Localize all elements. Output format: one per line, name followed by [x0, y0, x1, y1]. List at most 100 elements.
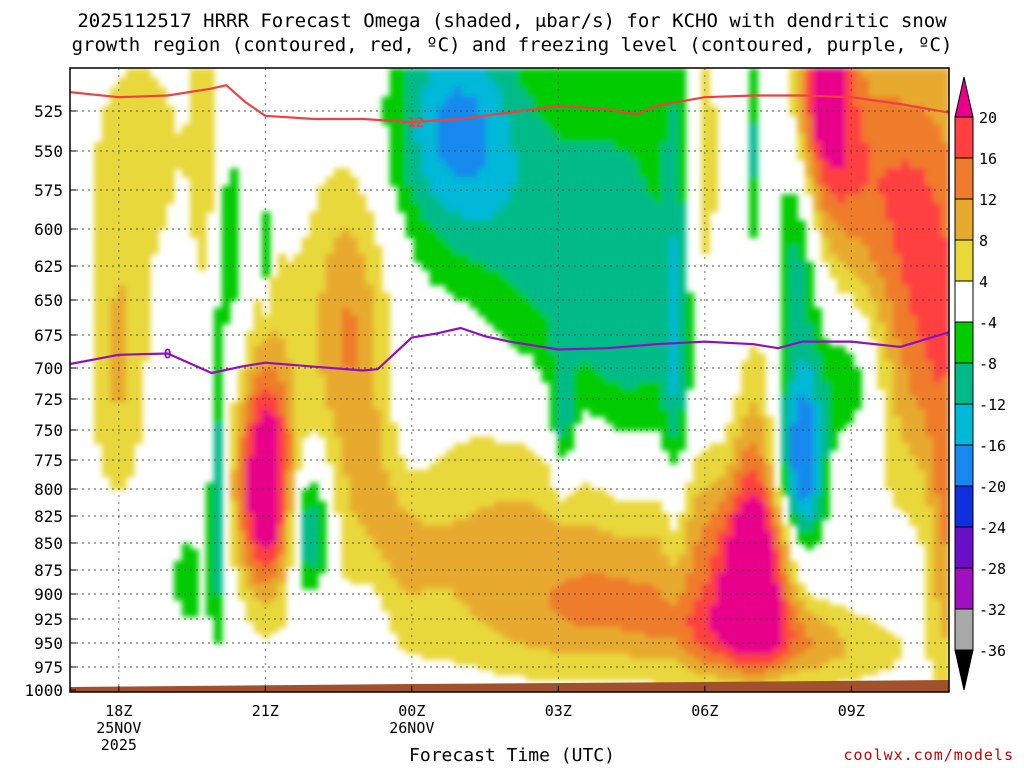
omega-cell	[781, 555, 790, 562]
omega-cell	[669, 621, 679, 628]
omega-cell	[94, 185, 103, 196]
omega-cell	[221, 269, 231, 279]
omega-cell	[445, 68, 455, 79]
omega-cell	[413, 177, 423, 187]
omega-cell	[645, 395, 655, 404]
omega-cell	[133, 307, 143, 317]
omega-cell	[429, 513, 439, 520]
omega-cell	[357, 436, 367, 445]
omega-cell	[501, 261, 511, 271]
omega-cell	[629, 237, 639, 247]
omega-cell	[557, 368, 567, 376]
omega-cell	[309, 368, 319, 376]
omega-cell	[525, 253, 535, 263]
omega-cell	[117, 456, 127, 465]
omega-cell	[517, 300, 527, 309]
omega-cell	[557, 194, 567, 204]
omega-cell	[797, 430, 806, 438]
omega-cell	[597, 307, 607, 317]
omega-cell	[445, 269, 455, 279]
omega-cell	[581, 543, 591, 550]
omega-cell	[341, 537, 351, 544]
omega-cell	[317, 300, 327, 309]
omega-cell	[629, 616, 639, 623]
omega-cell	[269, 443, 279, 451]
omega-cell	[221, 203, 231, 213]
omega-cell	[389, 572, 399, 579]
omega-cell	[669, 133, 679, 143]
omega-cell	[509, 203, 519, 213]
omega-cell	[629, 253, 639, 263]
omega-cell	[94, 300, 103, 309]
omega-cell	[133, 77, 143, 88]
omega-cell	[309, 409, 319, 417]
omega-cell	[341, 525, 351, 532]
omega-cell	[509, 555, 519, 562]
omega-cell	[573, 159, 583, 170]
omega-cell	[117, 96, 127, 108]
omega-cell	[581, 253, 591, 263]
omega-cell	[381, 495, 391, 502]
omega-cell	[509, 567, 519, 574]
omega-cell	[285, 525, 295, 532]
omega-cell	[309, 229, 319, 238]
omega-cell	[509, 525, 519, 532]
omega-cell	[557, 664, 567, 671]
omega-cell	[509, 300, 519, 309]
omega-cell	[102, 269, 111, 279]
omega-cell	[565, 194, 575, 204]
omega-cell	[237, 423, 247, 431]
omega-cell	[565, 531, 575, 538]
omega-cell	[389, 96, 399, 108]
omega-cell	[629, 245, 639, 255]
omega-cell	[461, 495, 471, 502]
omega-cell	[765, 495, 774, 502]
omega-cell	[477, 616, 487, 623]
omega-cell	[253, 543, 263, 550]
omega-cell	[669, 416, 679, 424]
omega-cell	[605, 220, 615, 230]
omega-cell	[261, 338, 271, 347]
omega-cell	[653, 402, 663, 411]
omega-cell	[629, 353, 639, 362]
omega-cell	[725, 599, 735, 606]
omega-cell	[413, 561, 423, 568]
omega-cell	[613, 653, 623, 660]
omega-cell	[317, 203, 327, 213]
omega-cell	[765, 501, 774, 508]
omega-cell	[285, 537, 295, 544]
omega-cell	[597, 368, 607, 376]
omega-cell	[461, 133, 471, 143]
omega-cell	[253, 599, 263, 606]
omega-cell	[749, 381, 758, 390]
omega-cell	[189, 77, 199, 88]
omega-cell	[581, 229, 591, 238]
omega-cell	[437, 87, 447, 98]
omega-cell	[661, 519, 671, 526]
omega-cell	[461, 555, 471, 562]
omega-cell	[485, 578, 495, 585]
omega-cell	[541, 124, 551, 134]
omega-cell	[349, 177, 359, 187]
omega-cell	[749, 674, 758, 681]
omega-cell	[501, 284, 511, 294]
omega-cell	[589, 368, 599, 376]
omega-cell	[549, 220, 559, 230]
omega-cell	[589, 572, 599, 579]
omega-cell	[669, 605, 679, 612]
omega-cell	[621, 605, 631, 612]
omega-cell	[661, 277, 671, 286]
omega-cell	[269, 537, 279, 544]
omega-cell	[589, 292, 599, 301]
omega-cell	[525, 659, 535, 666]
omega-cell	[581, 588, 591, 595]
omega-cell	[509, 605, 519, 612]
omega-cell	[373, 537, 383, 544]
omega-cell	[301, 237, 311, 247]
omega-cell	[293, 269, 303, 279]
omega-cell	[381, 430, 391, 438]
omega-cell	[94, 395, 103, 404]
omega-cell	[557, 567, 567, 574]
omega-cell	[389, 469, 399, 477]
omega-cell	[677, 423, 687, 431]
